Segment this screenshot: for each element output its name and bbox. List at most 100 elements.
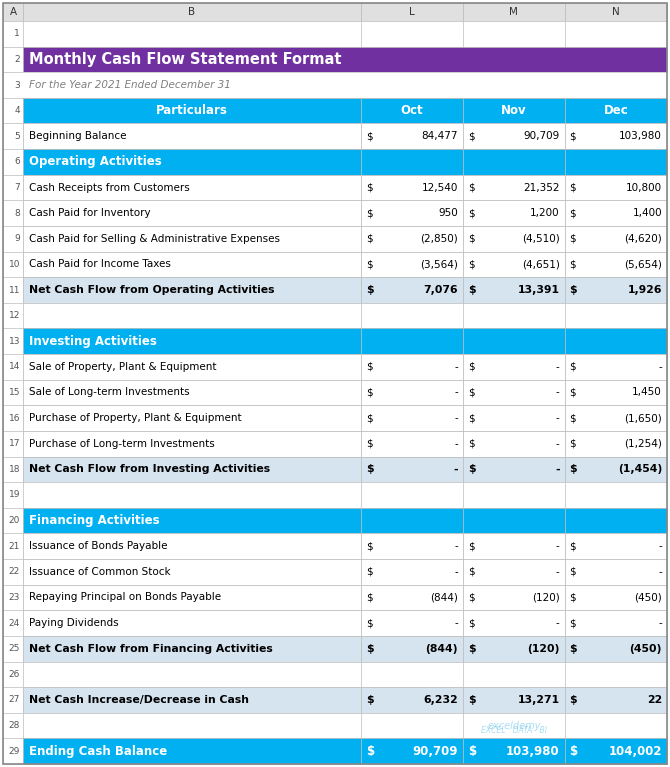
Text: $: $ (570, 131, 576, 141)
Bar (23, 739, 361, 764)
Text: $: $ (366, 413, 373, 423)
Text: $: $ (570, 208, 576, 218)
Text: 21,352: 21,352 (523, 183, 559, 193)
Bar (361, 687, 463, 713)
Bar (565, 611, 667, 636)
Bar (23, 456, 361, 482)
Text: Ending Cash Balance: Ending Cash Balance (29, 745, 168, 758)
Text: $: $ (468, 745, 476, 758)
Bar (23, 482, 361, 508)
Text: 5: 5 (14, 132, 20, 141)
Bar (565, 508, 667, 533)
Text: 21: 21 (9, 542, 20, 551)
Bar (361, 559, 463, 584)
Bar (361, 175, 463, 200)
Bar (23, 3, 361, 21)
Text: Oct: Oct (401, 104, 423, 117)
Bar (361, 303, 463, 328)
Text: 29: 29 (9, 747, 20, 755)
Text: -: - (658, 567, 662, 577)
Text: Net Cash Flow from Investing Activities: Net Cash Flow from Investing Activities (29, 464, 270, 474)
Bar (3, 226, 23, 252)
Bar (23, 200, 361, 226)
Text: Particulars: Particulars (156, 104, 228, 117)
Text: (1,454): (1,454) (618, 464, 662, 474)
Bar (463, 175, 565, 200)
Bar (463, 636, 565, 661)
Bar (3, 72, 23, 98)
Bar (23, 123, 361, 149)
Text: $: $ (366, 387, 373, 397)
Text: Cash Receipts from Customers: Cash Receipts from Customers (29, 183, 190, 193)
Text: 2: 2 (14, 55, 20, 64)
Bar (3, 533, 23, 559)
Bar (463, 21, 565, 47)
Text: EXCEL · DATA · BI: EXCEL · DATA · BI (481, 726, 547, 736)
Bar (23, 533, 361, 559)
Bar (3, 354, 23, 380)
Bar (23, 98, 361, 123)
Bar (565, 739, 667, 764)
Text: (844): (844) (425, 644, 458, 653)
Text: $: $ (570, 439, 576, 449)
Text: $: $ (570, 618, 576, 628)
Bar (23, 380, 361, 405)
Bar (565, 636, 667, 661)
Text: 11: 11 (9, 285, 20, 295)
Bar (463, 584, 565, 611)
Text: $: $ (570, 234, 576, 244)
Text: -: - (454, 542, 458, 551)
Bar (463, 533, 565, 559)
Text: 6: 6 (14, 157, 20, 166)
Text: (5,654): (5,654) (624, 259, 662, 269)
Text: 4: 4 (14, 106, 20, 115)
Text: -: - (556, 387, 559, 397)
Bar (463, 3, 565, 21)
Bar (361, 328, 463, 354)
Text: $: $ (366, 259, 373, 269)
Bar (463, 252, 565, 277)
Bar (463, 200, 565, 226)
Bar (565, 328, 667, 354)
Text: -: - (658, 542, 662, 551)
Bar (361, 431, 463, 456)
Text: 17: 17 (9, 439, 20, 448)
Text: -: - (556, 362, 559, 372)
Text: $: $ (468, 362, 474, 372)
Text: Purchase of Property, Plant & Equipment: Purchase of Property, Plant & Equipment (29, 413, 242, 423)
Text: $: $ (570, 745, 578, 758)
Text: -: - (454, 387, 458, 397)
Bar (3, 739, 23, 764)
Bar (3, 3, 667, 21)
Text: -: - (453, 464, 458, 474)
Text: 6,232: 6,232 (423, 695, 458, 705)
Bar (361, 482, 463, 508)
Text: 1,200: 1,200 (530, 208, 559, 218)
Bar (565, 713, 667, 739)
Text: $: $ (570, 259, 576, 269)
Bar (463, 354, 565, 380)
Bar (565, 3, 667, 21)
Bar (361, 277, 463, 303)
Text: (450): (450) (630, 644, 662, 653)
Bar (361, 456, 463, 482)
Text: 7: 7 (14, 183, 20, 192)
Bar (3, 200, 23, 226)
Text: 7,076: 7,076 (423, 285, 458, 295)
Text: -: - (556, 567, 559, 577)
Bar (361, 533, 463, 559)
Text: 19: 19 (9, 490, 20, 499)
Text: $: $ (468, 644, 476, 653)
Text: M: M (509, 7, 518, 17)
Bar (565, 559, 667, 584)
Bar (3, 98, 23, 123)
Text: Purchase of Long-term Investments: Purchase of Long-term Investments (29, 439, 215, 449)
Text: -: - (556, 542, 559, 551)
Text: Monthly Cash Flow Statement Format: Monthly Cash Flow Statement Format (29, 52, 342, 67)
Text: -: - (454, 567, 458, 577)
Text: $: $ (468, 439, 474, 449)
Bar (463, 687, 565, 713)
Bar (23, 508, 361, 533)
Bar (463, 380, 565, 405)
Bar (23, 636, 361, 661)
